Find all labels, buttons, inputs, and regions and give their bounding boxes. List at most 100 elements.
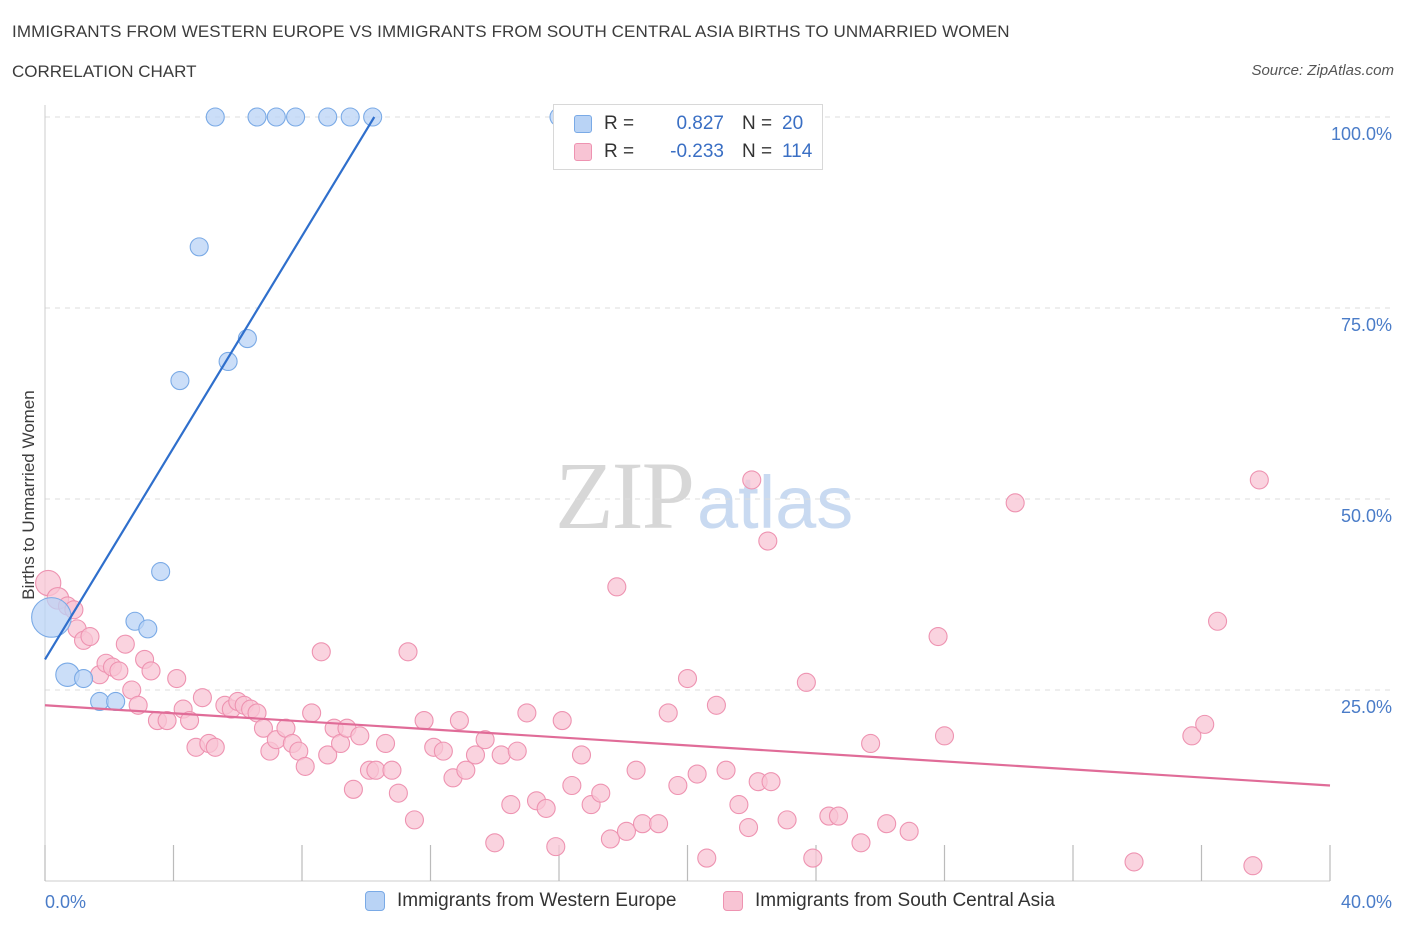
western-europe-point xyxy=(266,107,286,127)
watermark-zip: ZIP xyxy=(555,442,695,549)
south-central-asia-point xyxy=(192,688,212,708)
stats-legend: R = 0.827 N = 20 R = -0.233 N = 114 xyxy=(553,104,823,170)
south-central-asia-point xyxy=(552,711,572,731)
south-central-asia-point xyxy=(877,814,897,834)
south-central-asia-point xyxy=(109,661,129,681)
south-central-asia-point xyxy=(697,848,717,868)
western-europe-point xyxy=(318,107,338,127)
y-tick-label: 100.0% xyxy=(1331,124,1392,144)
trend-lines xyxy=(44,116,1331,787)
western-europe-point xyxy=(170,371,190,391)
south-central-asia-point xyxy=(449,711,469,731)
source-credit: Source: ZipAtlas.com xyxy=(1251,62,1394,79)
western-europe-point xyxy=(205,107,225,127)
south-central-asia-point xyxy=(157,711,177,731)
south-central-asia-point xyxy=(433,741,453,761)
south-central-asia-point xyxy=(501,795,521,815)
south-central-asia-point xyxy=(546,837,566,857)
south-central-asia-point xyxy=(571,745,592,765)
series-label-western-europe: Immigrants from Western Europe xyxy=(397,890,677,911)
legend-r-value: -0.233 xyxy=(670,141,724,162)
south-central-asia-point xyxy=(141,661,161,681)
legend-r-label: R = xyxy=(604,141,635,162)
south-central-asia-point xyxy=(180,711,200,731)
south-central-asia-point xyxy=(738,817,759,838)
western-europe-point xyxy=(363,107,383,127)
legend-r-label: R = xyxy=(604,113,635,134)
south-central-asia-point xyxy=(536,798,556,818)
south-central-asia-point xyxy=(591,783,611,803)
western-europe-point xyxy=(106,691,126,712)
series-label-south-central-asia: Immigrants from South Central Asia xyxy=(755,890,1055,911)
western-europe-point xyxy=(340,107,360,127)
south-central-asia-point xyxy=(318,745,338,765)
south-central-asia-point xyxy=(366,760,386,780)
south-central-asia-point xyxy=(677,668,698,689)
south-central-asia-point xyxy=(851,833,871,853)
south-central-asia-point xyxy=(626,760,646,780)
legend-swatch-western-europe xyxy=(574,115,592,133)
x-tick-label: 0.0% xyxy=(45,892,86,912)
south-central-asia-point xyxy=(485,833,505,853)
south-central-asia-point xyxy=(632,814,653,834)
x-tick-label: 40.0% xyxy=(1341,892,1392,912)
series-legend-western-europe[interactable]: Immigrants from Western Europe xyxy=(365,890,676,912)
south-central-asia-point xyxy=(861,733,881,754)
south-central-asia-point xyxy=(899,821,919,841)
south-central-asia-point xyxy=(507,741,527,761)
western-europe-trend-line xyxy=(44,116,376,661)
legend-n-label: N = xyxy=(742,141,773,162)
south-central-asia-trend-line xyxy=(44,704,1331,787)
south-central-asia-point xyxy=(1195,714,1215,734)
y-tick-label: 25.0% xyxy=(1341,697,1392,717)
watermark-atlas: atlas xyxy=(697,461,854,544)
western-europe-point xyxy=(138,619,158,639)
legend-row-south-central-asia: R = -0.233 N = 114 xyxy=(574,140,812,164)
south-central-asia-point xyxy=(1249,470,1269,490)
axes xyxy=(44,105,1331,882)
south-central-asia-point xyxy=(761,772,781,792)
south-central-asia-point xyxy=(491,745,511,765)
axis-labels: 25.0% 50.0% 75.0% 100.0% 0.0% 40.0% Births to … xyxy=(19,124,1392,912)
series-swatch-western-europe xyxy=(365,891,385,911)
south-central-asia-point xyxy=(716,760,736,780)
western-europe-point xyxy=(237,329,257,349)
south-central-asia-point xyxy=(475,730,495,750)
chart-subtitle: CORRELATION CHART xyxy=(12,62,197,81)
legend-n-value: 20 xyxy=(782,113,804,134)
south-central-asia-point xyxy=(302,703,322,723)
south-central-asia-point xyxy=(687,764,707,784)
south-central-asia-point xyxy=(404,810,424,830)
south-central-asia-point xyxy=(658,703,678,723)
south-central-asia-point xyxy=(388,783,408,803)
western-europe-point xyxy=(31,597,72,638)
south-central-asia-point xyxy=(456,760,476,780)
south-central-asia-point xyxy=(1243,856,1263,876)
south-central-asia-point xyxy=(828,806,849,826)
south-central-asia-point xyxy=(729,795,749,815)
south-central-asia-point xyxy=(616,821,637,841)
zipatlas-watermark: ZIPatlas xyxy=(555,440,853,551)
south-central-asia-point xyxy=(928,626,948,647)
series-legend: Immigrants from Western Europe Immigrant… xyxy=(0,890,1406,916)
y-tick-label: 75.0% xyxy=(1341,315,1392,335)
south-central-asia-point xyxy=(295,756,315,776)
south-central-asia-point xyxy=(465,745,486,765)
south-central-asia-point xyxy=(375,733,396,754)
south-central-asia-point xyxy=(706,695,726,715)
gridlines xyxy=(45,116,1392,691)
south-central-asia-point xyxy=(934,726,955,746)
legend-swatch-south-central-asia xyxy=(574,143,592,161)
south-central-asia-point xyxy=(80,626,100,647)
legend-row-western-europe: R = 0.827 N = 20 xyxy=(574,112,803,136)
south-central-asia-point xyxy=(649,814,669,834)
legend-r-value: 0.827 xyxy=(676,113,724,134)
south-central-asia-point xyxy=(742,470,762,490)
south-central-asia-point xyxy=(398,642,418,662)
south-central-asia-point xyxy=(607,577,627,597)
series-legend-south-central-asia[interactable]: Immigrants from South Central Asia xyxy=(723,890,1055,912)
south-central-asia-point xyxy=(1208,611,1228,631)
south-central-asia-point xyxy=(382,760,402,780)
south-central-asia-point xyxy=(758,531,778,551)
